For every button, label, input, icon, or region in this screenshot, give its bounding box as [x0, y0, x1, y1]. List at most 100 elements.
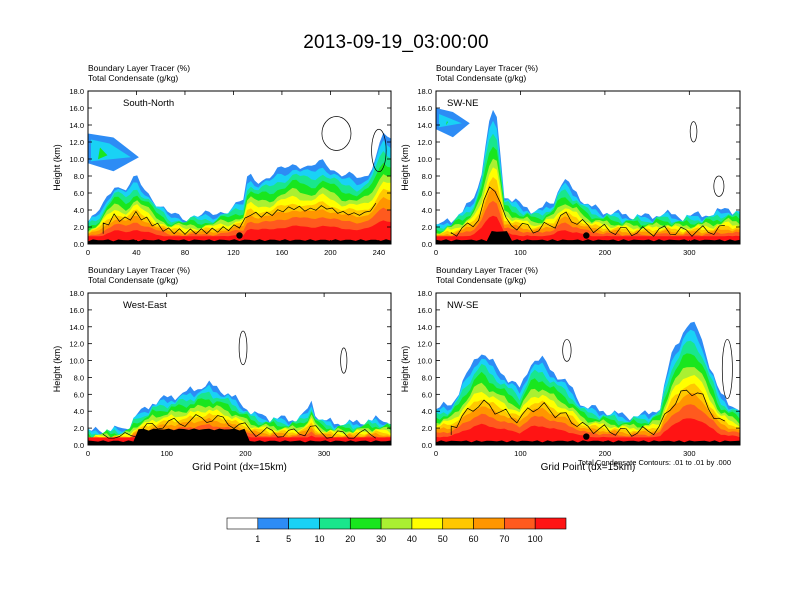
y-tick-label: 18.0 [417, 87, 432, 96]
plot-frame [87, 90, 392, 245]
x-axis-label: Grid Point (dx=15km) [192, 462, 287, 473]
y-axis-label: Height (km) [400, 346, 410, 393]
condensate-contour [102, 414, 376, 439]
terrain [88, 239, 391, 244]
y-tick-label: 6.0 [74, 189, 84, 198]
y-tick-label: 12.0 [417, 340, 432, 349]
x-tick-label: 240 [373, 248, 386, 257]
y-tick-label: 16.0 [417, 306, 432, 315]
y-tick-label: 2.0 [74, 223, 84, 232]
y-tick-label: 2.0 [422, 223, 432, 232]
colorbar-label: 50 [438, 534, 448, 544]
panel-title-line1: Boundary Layer Tracer (%) [88, 63, 190, 73]
figure-title: 2013-09-19_03:00:00 [303, 32, 489, 53]
y-tick-label: 10.0 [417, 155, 432, 164]
location-marker [583, 232, 590, 239]
terrain [436, 231, 740, 244]
x-tick-label: 0 [434, 248, 438, 257]
panel-title-line1: Boundary Layer Tracer (%) [436, 63, 538, 73]
colorbar-swatch [349, 517, 382, 530]
panel-title-line2: Total Condensate (g/kg) [88, 73, 178, 83]
y-tick-label: 8.0 [74, 172, 84, 181]
x-tick-label: 100 [160, 449, 173, 458]
colorbar-label: 70 [499, 534, 509, 544]
y-tick-label: 10.0 [69, 155, 84, 164]
upper-cloud-core [439, 114, 462, 128]
x-tick-label: 200 [324, 248, 337, 257]
y-tick-label: 12.0 [417, 138, 432, 147]
y-axis-label: Height (km) [52, 346, 62, 393]
x-tick-label: 300 [683, 449, 696, 458]
colorbar-label: 10 [314, 534, 324, 544]
x-tick-label: 0 [86, 449, 90, 458]
y-tick-label: 4.0 [74, 407, 84, 416]
colorbar-swatch [411, 517, 444, 530]
panel-label: South-North [123, 98, 174, 109]
panel-label: SW-NE [447, 98, 479, 109]
panel-title-line1: Boundary Layer Tracer (%) [436, 265, 538, 275]
colorbar-swatch [504, 517, 536, 530]
colorbar-swatch [380, 517, 413, 530]
y-tick-label: 2.0 [74, 424, 84, 433]
plot-area [436, 108, 740, 244]
contour-blob [321, 116, 352, 151]
colorbar-swatch [534, 517, 567, 530]
colorbar-label: 30 [376, 534, 386, 544]
band-100 [436, 418, 740, 445]
colorbar-swatch [226, 517, 259, 530]
band-70 [436, 200, 740, 244]
panel-title-line2: Total Condensate (g/kg) [436, 275, 526, 285]
panel-south-north: 0.0 2.0 4.0 6.0 8.0 10.0 12.0 14.0 16.0 18.0 0 40 80… [52, 63, 392, 257]
y-tick-label: 16.0 [69, 306, 84, 315]
y-axis-label: Height (km) [400, 144, 410, 191]
colorbar-swatch [319, 517, 351, 530]
contour-blob [238, 330, 248, 366]
plot-area [436, 321, 740, 445]
y-tick-label: 0.0 [74, 240, 84, 249]
y-tick-label: 10.0 [69, 357, 84, 366]
y-tick-label: 2.0 [422, 424, 432, 433]
panel-nw-se: 0.0 2.0 4.0 6.0 8.0 10.0 12.0 14.0 16.0 18.0 0 100 2… [400, 265, 741, 473]
x-tick-label: 80 [181, 248, 189, 257]
panel-sw-ne: 0.0 2.0 4.0 6.0 8.0 10.0 12.0 14.0 16.0 18.0 0 100 2… [400, 63, 741, 257]
panel-title-line1: Boundary Layer Tracer (%) [88, 265, 190, 275]
y-tick-label: 6.0 [74, 390, 84, 399]
y-tick-label: 4.0 [422, 206, 432, 215]
y-tick-label: 8.0 [422, 172, 432, 181]
x-axis-label: Grid Point (dx=15km) [541, 462, 636, 473]
y-tick-label: 0.0 [422, 441, 432, 450]
x-tick-label: 200 [599, 248, 612, 257]
footnote-contours: Total Condensate Contours: .01 to .01 by… [578, 458, 732, 467]
contour-blob [562, 339, 572, 362]
contour-blob [721, 339, 733, 399]
panel-west-east: 0.0 2.0 4.0 6.0 8.0 10.0 12.0 14.0 16.0 18.0 0 100 2… [52, 265, 392, 473]
y-tick-label: 12.0 [69, 138, 84, 147]
contour-blob [340, 347, 348, 374]
panel-title-line2: Total Condensate (g/kg) [436, 73, 526, 83]
contour-blob [713, 175, 725, 197]
colorbar-swatch [442, 517, 474, 530]
y-tick-label: 16.0 [69, 104, 84, 113]
x-tick-label: 300 [318, 449, 331, 458]
location-marker [583, 433, 590, 440]
colorbar-label: 1 [255, 534, 260, 544]
x-tick-label: 120 [227, 248, 240, 257]
x-tick-label: 200 [599, 449, 612, 458]
colorbar: 1 5 10 20 30 40 50 60 70 100 [226, 517, 567, 544]
plot-area [88, 116, 391, 244]
terrain [436, 440, 740, 445]
y-tick-label: 8.0 [422, 373, 432, 382]
y-tick-label: 18.0 [69, 289, 84, 298]
x-tick-label: 200 [239, 449, 252, 458]
x-tick-label: 100 [514, 449, 527, 458]
location-marker [236, 232, 243, 239]
y-tick-label: 0.0 [422, 240, 432, 249]
colorbar-swatch [257, 517, 289, 530]
x-tick-label: 300 [683, 248, 696, 257]
x-tick-label: 160 [276, 248, 289, 257]
location-marker [236, 433, 244, 440]
band-100 [436, 215, 740, 244]
colorbar-label: 60 [469, 534, 479, 544]
colorbar-label: 40 [407, 534, 417, 544]
contour-blob [371, 128, 387, 173]
